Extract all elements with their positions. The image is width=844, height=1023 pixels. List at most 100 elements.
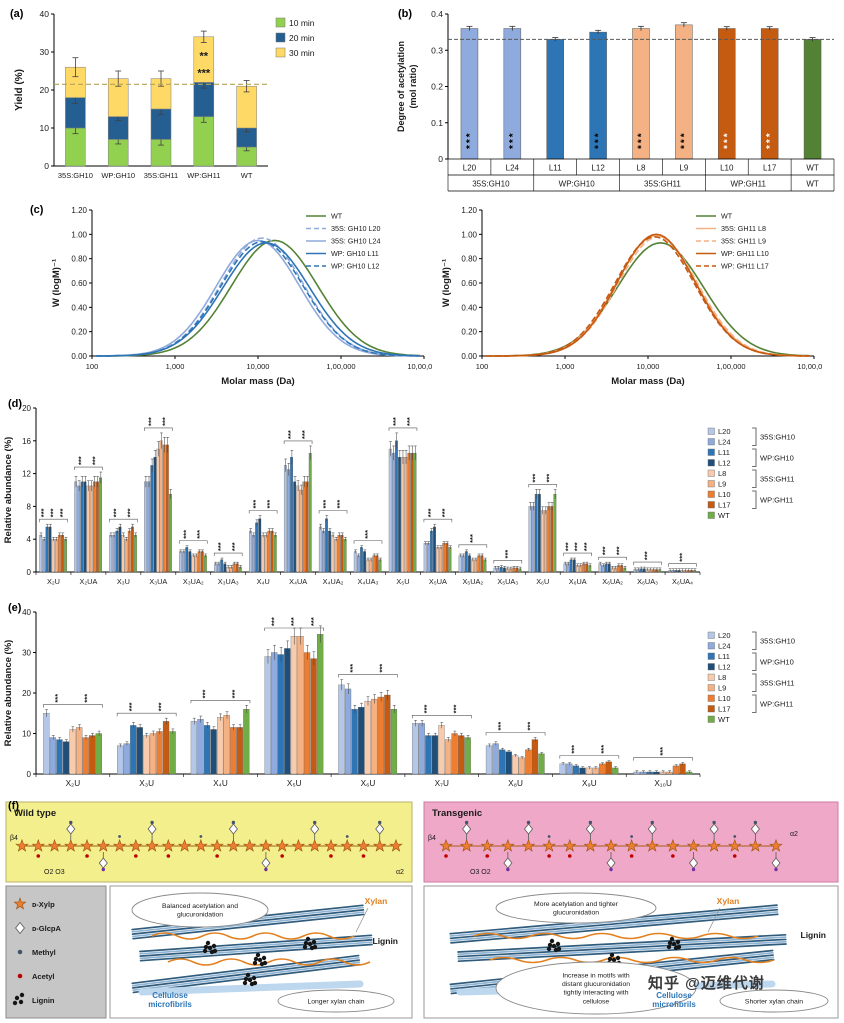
svg-text:40: 40 — [22, 608, 31, 617]
svg-text:X₃UA₂: X₃UA₂ — [183, 577, 204, 586]
panel-e-chart: 0 10 20 30 40 Relative abundance (%) X₂U *** ***… — [0, 598, 844, 803]
svg-text:X₅UA: X₅UA — [429, 577, 447, 586]
svg-text:WP:GH11: WP:GH11 — [731, 180, 767, 189]
svg-text:10,000: 10,000 — [247, 362, 270, 371]
svg-text:Molar mass (Da): Molar mass (Da) — [611, 376, 684, 387]
svg-text:***: *** — [599, 745, 608, 754]
svg-text:X₃UA: X₃UA — [149, 577, 167, 586]
svg-text:L9: L9 — [679, 164, 688, 173]
svg-text:20: 20 — [22, 404, 31, 413]
svg-text:35S: GH10 L20: 35S: GH10 L20 — [331, 224, 381, 233]
svg-text:10,00,000: 10,00,000 — [797, 362, 822, 371]
svg-text:0: 0 — [27, 568, 32, 577]
svg-text:35S: GH11 L9: 35S: GH11 L9 — [721, 237, 766, 246]
svg-text:***: *** — [525, 722, 534, 731]
svg-text:***: *** — [230, 689, 239, 698]
svg-text:0.60: 0.60 — [71, 279, 87, 288]
svg-text:***: *** — [496, 722, 505, 731]
svg-text:0: 0 — [438, 154, 443, 164]
svg-text:W (logM)⁻¹: W (logM)⁻¹ — [441, 259, 452, 307]
svg-text:α2: α2 — [790, 831, 798, 838]
svg-text:L12: L12 — [591, 164, 605, 173]
svg-text:***: *** — [160, 417, 169, 426]
svg-text:***: *** — [658, 747, 667, 756]
svg-text:X₅UA₃: X₅UA₃ — [497, 577, 518, 586]
svg-text:X₁₀U: X₁₀U — [654, 779, 672, 788]
svg-text:Acetyl: Acetyl — [32, 972, 55, 981]
svg-text:0.4: 0.4 — [431, 9, 443, 19]
svg-text:***: *** — [48, 508, 57, 517]
svg-text:***: *** — [127, 702, 136, 711]
svg-text:***: *** — [270, 617, 279, 626]
svg-text:O2 O3: O2 O3 — [44, 869, 65, 876]
svg-text:***: *** — [201, 689, 210, 698]
svg-text:L8: L8 — [637, 164, 646, 173]
svg-text:***: *** — [594, 131, 605, 149]
svg-text:microfibrils: microfibrils — [148, 1000, 192, 1009]
svg-text:L24: L24 — [718, 642, 731, 651]
svg-text:L12: L12 — [718, 663, 731, 672]
panel-c-left-chart: 0.00 0.20 0.40 0.60 0.80 1.00 1.20 100 1,000 10,0… — [46, 200, 441, 393]
svg-text:100: 100 — [86, 362, 99, 371]
svg-text:35S:GH11: 35S:GH11 — [144, 171, 178, 180]
svg-text:X₃U: X₃U — [139, 779, 154, 788]
svg-text:***: *** — [300, 430, 309, 439]
svg-text:X₄UA: X₄UA — [289, 577, 307, 586]
svg-text:distant glucuronidation: distant glucuronidation — [562, 981, 630, 988]
svg-text:***: *** — [378, 664, 387, 673]
svg-text:***: *** — [422, 705, 431, 714]
svg-text:1,00,000: 1,00,000 — [716, 362, 745, 371]
panel-f-label: (f) — [8, 800, 19, 812]
svg-text:0.80: 0.80 — [71, 255, 87, 264]
svg-text:***: *** — [582, 542, 591, 551]
panel-d-chart: 0 4 8 12 16 20 Relative abundance (%) X₂U *** ***… — [0, 392, 844, 601]
svg-text:0.20: 0.20 — [71, 328, 87, 337]
svg-text:1,000: 1,000 — [556, 362, 575, 371]
svg-text:***: *** — [335, 500, 344, 509]
svg-text:WT: WT — [718, 715, 730, 724]
svg-text:20 min: 20 min — [289, 33, 315, 43]
svg-text:12: 12 — [22, 470, 31, 479]
svg-text:WP: GH11 L10: WP: GH11 L10 — [721, 249, 769, 258]
svg-text:***: *** — [76, 456, 85, 465]
svg-text:(mol ratio): (mol ratio) — [408, 64, 418, 108]
svg-text:100: 100 — [476, 362, 489, 371]
svg-text:X₆UA: X₆UA — [569, 577, 587, 586]
svg-text:***: *** — [265, 500, 274, 509]
panel-a-svg: 0 10 20 30 40 Yield (%) 35S:GH10 WP:GH10 35S:GH1… — [14, 9, 315, 180]
svg-text:35S: GH10 L24: 35S: GH10 L24 — [331, 237, 381, 246]
svg-text:Xylan: Xylan — [717, 896, 740, 906]
svg-text:WP: GH10 L11: WP: GH10 L11 — [331, 249, 379, 258]
svg-text:L12: L12 — [718, 459, 731, 468]
panel-e-label: (e) — [8, 602, 22, 614]
svg-text:X₇U: X₇U — [435, 779, 449, 788]
svg-text:8: 8 — [27, 502, 32, 511]
svg-text:ᴅ-Xylp: ᴅ-Xylp — [32, 900, 55, 909]
svg-text:Cellulose: Cellulose — [656, 991, 692, 1000]
svg-text:WP:GH10: WP:GH10 — [101, 171, 135, 180]
svg-text:L20: L20 — [718, 631, 731, 640]
svg-text:WT: WT — [806, 164, 819, 173]
svg-text:X₃UA₃: X₃UA₃ — [218, 577, 239, 586]
svg-text:X₂U: X₂U — [47, 577, 60, 586]
svg-text:L20: L20 — [718, 427, 731, 436]
svg-text:***: *** — [601, 546, 610, 555]
svg-text:L8: L8 — [718, 673, 726, 682]
panel-a-label: (a) — [10, 8, 24, 20]
svg-text:***: *** — [125, 508, 134, 517]
svg-text:***: *** — [195, 530, 204, 539]
panel-c-svg: 0.00 0.20 0.40 0.60 0.80 1.00 1.20 100 1,000 10,0… — [441, 206, 831, 387]
svg-text:35S:GH10: 35S:GH10 — [760, 432, 795, 441]
svg-text:40: 40 — [40, 9, 50, 19]
svg-text:***: *** — [197, 68, 211, 80]
svg-text:***: *** — [468, 534, 477, 543]
svg-text:L9: L9 — [718, 480, 726, 489]
svg-text:microfibrils: microfibrils — [652, 1000, 696, 1009]
svg-text:35S:GH10: 35S:GH10 — [760, 636, 795, 645]
svg-text:L17: L17 — [718, 501, 731, 510]
svg-text:1.20: 1.20 — [461, 206, 477, 215]
svg-text:0.2: 0.2 — [431, 82, 443, 92]
svg-text:L24: L24 — [506, 164, 520, 173]
svg-text:WP:GH11: WP:GH11 — [760, 495, 793, 504]
